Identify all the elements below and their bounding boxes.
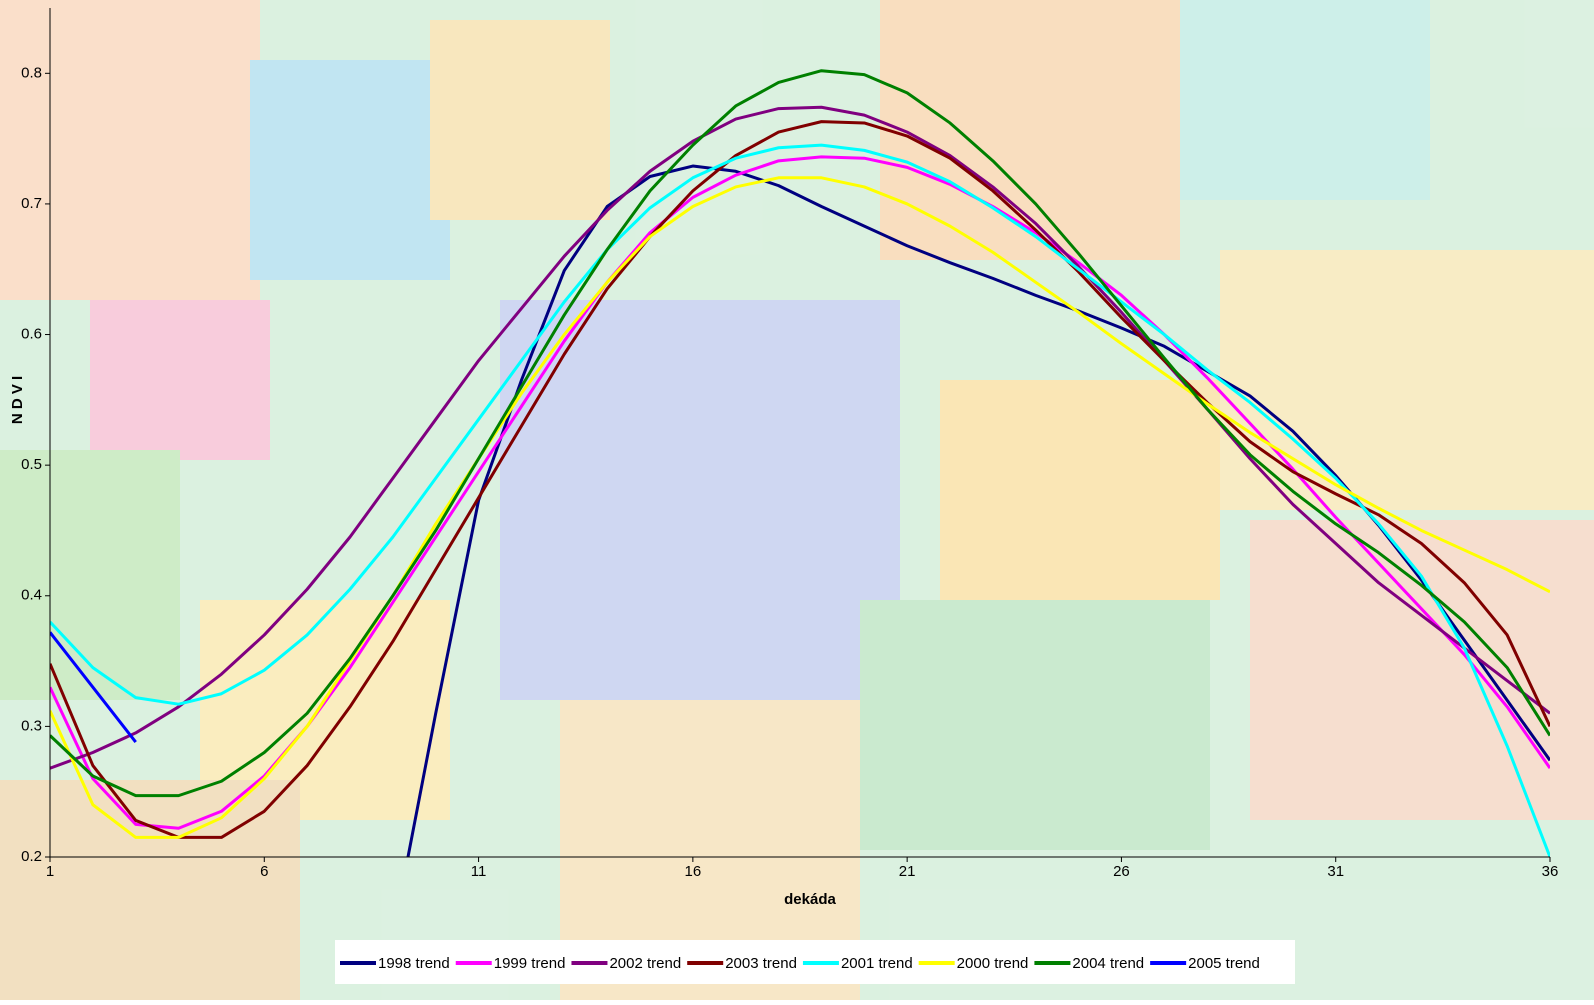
y-tick-label: 0.6 [21, 326, 42, 343]
y-axis-label: N D V I [9, 376, 26, 424]
y-tick-label: 0.2 [21, 848, 42, 865]
x-tick-label: 1 [46, 863, 54, 880]
x-tick-label: 21 [899, 863, 916, 880]
x-tick-label: 36 [1542, 863, 1559, 880]
legend-label: 2004 trend [1072, 955, 1144, 972]
legend-label: 2002 trend [609, 955, 681, 972]
y-tick-label: 0.5 [21, 456, 42, 473]
chart: dekáda N D V I 0.20.30.40.50.60.70.81611… [0, 0, 1594, 1000]
legend-label: 2003 trend [725, 955, 797, 972]
y-tick-label: 0.3 [21, 717, 42, 734]
legend-label: 2000 trend [957, 955, 1029, 972]
legend-label: 1998 trend [378, 955, 450, 972]
x-tick-label: 26 [1113, 863, 1130, 880]
x-tick-label: 16 [685, 863, 702, 880]
x-axis-label: dekáda [784, 891, 836, 908]
x-tick-label: 31 [1327, 863, 1344, 880]
y-tick-label: 0.8 [21, 64, 42, 81]
y-tick-label: 0.7 [21, 195, 42, 212]
legend-label: 2005 trend [1188, 955, 1260, 972]
x-tick-label: 6 [260, 863, 268, 880]
legend-label: 2001 trend [841, 955, 913, 972]
legend-label: 1999 trend [494, 955, 566, 972]
x-tick-label: 11 [471, 863, 487, 880]
y-tick-label: 0.4 [21, 587, 42, 604]
